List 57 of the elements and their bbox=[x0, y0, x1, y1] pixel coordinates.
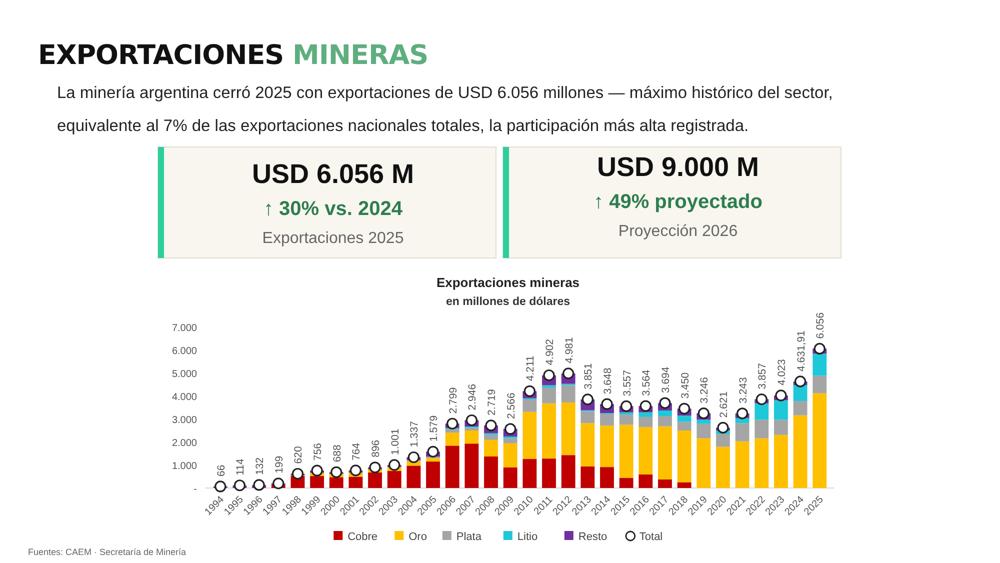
data-label: 3.694 bbox=[660, 366, 672, 394]
y-tick-label: 7.000 bbox=[172, 323, 198, 334]
y-tick-label: 4.000 bbox=[172, 392, 198, 403]
data-label: 66 bbox=[215, 464, 228, 476]
data-label: 2.621 bbox=[718, 391, 730, 418]
data-label: 2.946 bbox=[466, 384, 479, 410]
data-label: 114 bbox=[234, 458, 247, 476]
data-label: 2.566 bbox=[505, 392, 518, 419]
text: USD 9.000 M bbox=[596, 152, 760, 182]
data-label: 2.799 bbox=[447, 387, 460, 414]
legend-label: Oro bbox=[408, 531, 427, 543]
chart-title: Exportaciones mineras bbox=[436, 275, 580, 290]
data-label: 4.023 bbox=[776, 359, 788, 386]
source-note: Fuentes: CAEM · Secretaría de Minería bbox=[28, 547, 186, 557]
text: La minería argentina cerró 2025 con exportaciones de USD 6.056 millones — máximo histórico del sector, equivalente al 7% de las exportaciones nacionales totales, la participación más alta registrada. bbox=[57, 84, 833, 135]
data-label: 688 bbox=[331, 444, 344, 462]
data-label: 3.450 bbox=[679, 372, 692, 399]
legend-label: Plata bbox=[456, 531, 482, 543]
data-label: 756 bbox=[312, 442, 324, 461]
y-tick-label: 6.000 bbox=[172, 346, 198, 357]
legend-label: Resto bbox=[578, 531, 608, 543]
data-label: 4.631,91 bbox=[795, 330, 808, 372]
data-label: 1.337 bbox=[408, 420, 421, 448]
data-label: 3.246 bbox=[698, 376, 711, 404]
data-label: 3.648 bbox=[602, 368, 614, 394]
text: USD 6.056 M bbox=[252, 159, 414, 189]
data-label: 4.902 bbox=[544, 338, 556, 366]
y-tick-label: 3.000 bbox=[172, 415, 198, 426]
y-tick-label: - bbox=[194, 484, 197, 495]
text: Proyección 2026 bbox=[618, 223, 738, 240]
data-label: 132 bbox=[254, 457, 266, 475]
legend-label: Cobre bbox=[348, 531, 378, 543]
legend-label: Litio bbox=[517, 531, 538, 543]
text: ↑ 30% vs. 2024 bbox=[264, 198, 404, 220]
y-tick-label: 2.000 bbox=[172, 438, 198, 449]
data-label: 3.851 bbox=[582, 362, 595, 390]
data-label: 620 bbox=[292, 446, 305, 464]
data-label: 6.056 bbox=[814, 312, 827, 339]
data-label: 764 bbox=[350, 442, 363, 460]
chart-subtitle: en millones de dólares bbox=[446, 296, 570, 308]
data-label: 896 bbox=[370, 440, 382, 458]
data-label: 199 bbox=[273, 456, 286, 474]
data-label: 3.243 bbox=[737, 376, 750, 404]
data-label: 3.564 bbox=[640, 370, 653, 396]
legend-label: Total bbox=[639, 531, 663, 543]
text: Exportaciones 2025 bbox=[262, 230, 404, 247]
data-label: 3.557 bbox=[621, 370, 634, 396]
data-label: 4.981 bbox=[563, 337, 576, 364]
data-label: 1.579 bbox=[428, 415, 440, 442]
data-label: 4.211 bbox=[524, 355, 537, 382]
y-tick-label: 1.000 bbox=[172, 461, 198, 472]
data-label: 2.719 bbox=[486, 389, 498, 416]
text: ↑ 49% proyectado bbox=[594, 191, 762, 213]
data-label: 1.001 bbox=[389, 428, 402, 455]
data-label: 3.857 bbox=[756, 362, 769, 390]
text: EXPORTACIONES MINERAS bbox=[38, 40, 428, 71]
y-tick-label: 5.000 bbox=[172, 369, 198, 380]
